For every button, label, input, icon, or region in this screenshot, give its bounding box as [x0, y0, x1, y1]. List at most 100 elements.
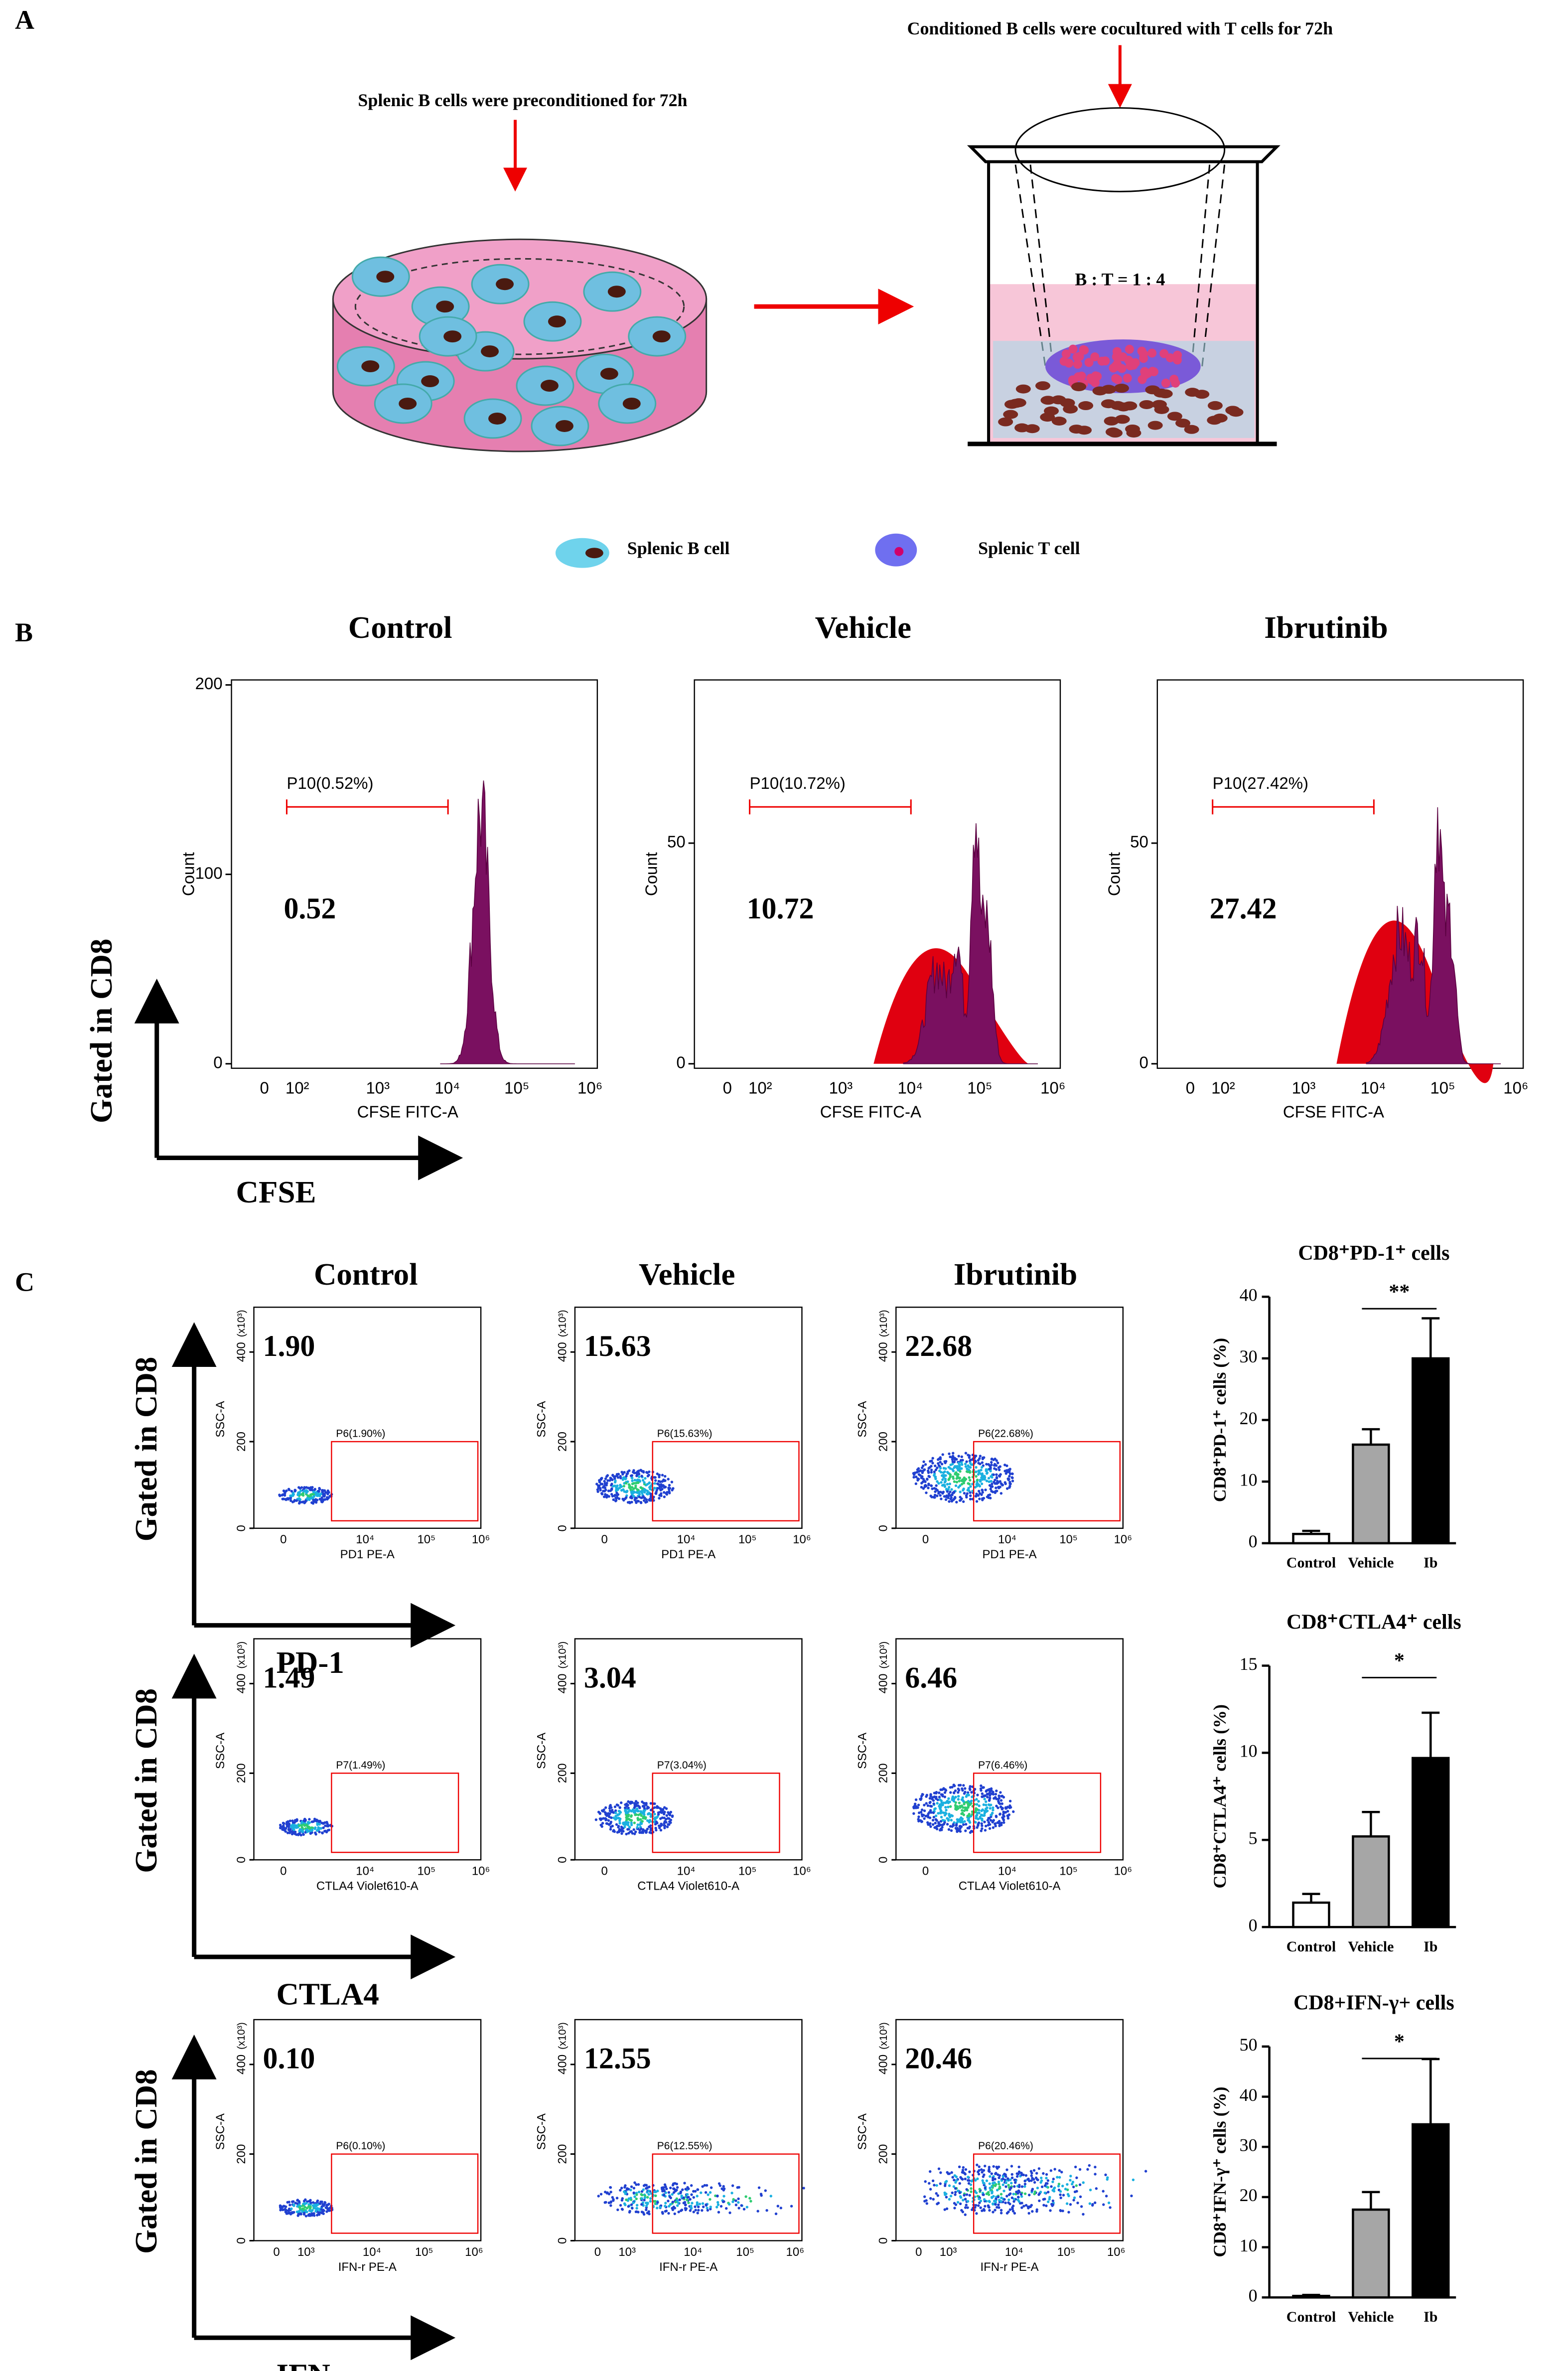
event [943, 1483, 946, 1487]
gate-label: P10(27.42%) [1213, 774, 1308, 792]
event [928, 1466, 931, 1469]
event [641, 1496, 644, 1499]
event [958, 2182, 961, 2185]
event [632, 2201, 635, 2205]
event [984, 1829, 987, 1832]
event [936, 1480, 939, 1483]
event [1006, 2177, 1009, 2180]
event [641, 1479, 645, 1482]
x-tick-label: Ib [1424, 1938, 1437, 1955]
b-cell [1167, 412, 1182, 421]
event [309, 2201, 312, 2205]
t-cell [1090, 352, 1100, 362]
event [1008, 1475, 1011, 1478]
event [968, 2179, 971, 2182]
event [638, 1805, 641, 1808]
x-tick-label: 10⁶ [1114, 1865, 1133, 1878]
event [985, 1463, 988, 1466]
event [989, 1796, 992, 1799]
event [981, 2179, 984, 2182]
event [663, 1824, 666, 1827]
event [668, 1491, 671, 1494]
event [294, 1825, 297, 1828]
event [923, 1809, 926, 1812]
chart-title: CD8⁺PD-1⁺ cells [1298, 1242, 1449, 1265]
event [987, 1823, 990, 1827]
event [278, 1493, 281, 1496]
event [646, 2212, 649, 2215]
event [955, 1823, 958, 1826]
event [1045, 2204, 1048, 2208]
event [979, 1455, 982, 1458]
event [623, 2190, 626, 2193]
event [636, 1818, 640, 1821]
event [698, 2203, 702, 2206]
event [1002, 1821, 1005, 1824]
event [933, 2184, 936, 2187]
t-cell [1123, 373, 1132, 383]
event [640, 1810, 643, 1814]
event [959, 1490, 962, 1493]
event [913, 1802, 917, 1805]
event [624, 2184, 627, 2187]
event [997, 1485, 1000, 1488]
event [1013, 2212, 1016, 2215]
event [953, 2207, 956, 2210]
event [954, 1795, 957, 1799]
event [942, 1471, 945, 1474]
event [645, 1829, 648, 1832]
event [672, 2182, 675, 2185]
event [944, 1811, 947, 1814]
event [1045, 2177, 1048, 2180]
event [925, 2202, 928, 2205]
event [924, 1463, 927, 1466]
event [975, 1798, 978, 1801]
event [659, 1810, 662, 1814]
event [940, 1463, 944, 1466]
t-cell [1079, 345, 1088, 354]
gate-bar [1212, 799, 1375, 815]
event [951, 1499, 954, 1502]
event [987, 2206, 990, 2209]
event [599, 1488, 602, 1491]
event [991, 1482, 994, 1485]
error-bar [1362, 1811, 1380, 1837]
y-scale: (x10³) [878, 1310, 889, 1337]
event [982, 1794, 985, 1798]
event [603, 1480, 606, 1483]
axis-title: CTLA4 [276, 1976, 379, 2011]
event [1007, 2184, 1010, 2187]
event [959, 1827, 962, 1830]
event [963, 1491, 966, 1495]
event [1033, 2181, 1036, 2184]
gate-label: P10(0.52%) [286, 774, 373, 792]
gate-label: P7(3.04%) [657, 1760, 707, 1771]
y-tick-label: 0 [556, 2237, 569, 2244]
x-tick-label: 10² [1211, 1078, 1235, 1097]
event [962, 1784, 965, 1787]
event [303, 1501, 306, 1504]
event [958, 2191, 961, 2195]
event [1009, 2192, 1012, 2195]
event [992, 2184, 995, 2187]
event [1039, 2191, 1042, 2194]
event [305, 1823, 308, 1826]
event [1001, 2175, 1005, 2178]
event [942, 1787, 945, 1790]
event [298, 1828, 301, 1831]
gate-label: P6(1.90%) [336, 1428, 385, 1440]
event [309, 1494, 312, 1497]
event [624, 1803, 627, 1806]
value-label: 15.63 [584, 1330, 651, 1362]
event [309, 1831, 312, 1835]
event [633, 2195, 636, 2198]
plot-frame [895, 1307, 1124, 1529]
event [1010, 2165, 1013, 2168]
event [623, 1471, 626, 1474]
event [958, 1480, 961, 1482]
event [620, 2187, 623, 2190]
event [1037, 2193, 1040, 2196]
y-tick-label: 0 [556, 1857, 569, 1863]
event [285, 2212, 288, 2215]
b-cell [1194, 390, 1210, 399]
